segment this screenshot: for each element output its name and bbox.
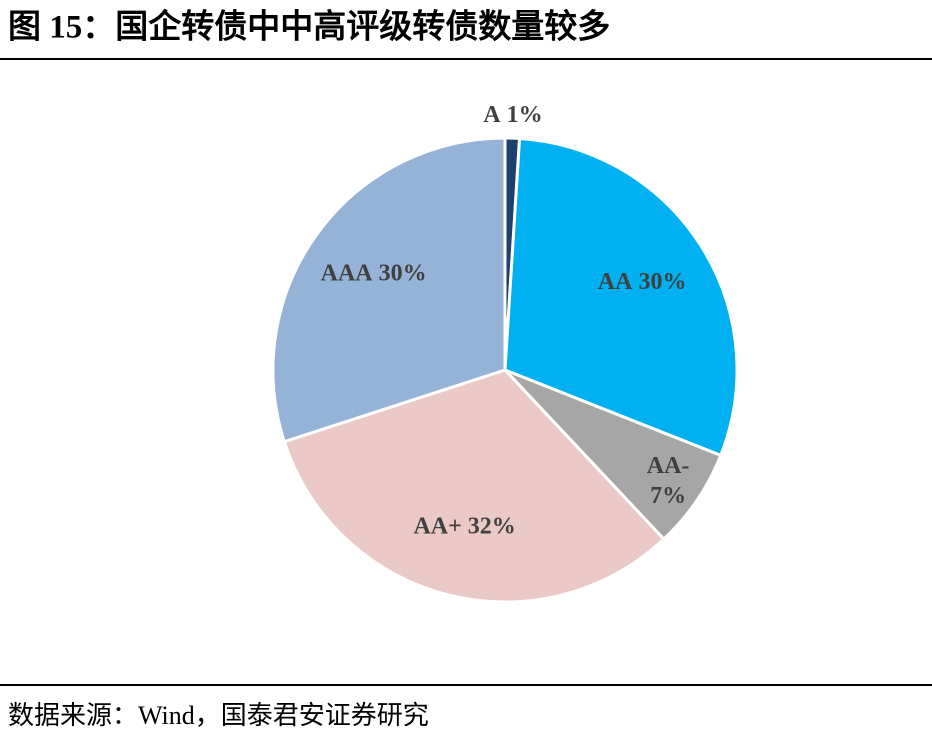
label-value: 1% — [507, 102, 543, 128]
label-value: 30% — [638, 268, 686, 294]
data-label: AA+ 32% — [413, 513, 515, 539]
pie-slice — [503, 368, 723, 542]
source-note: 数据来源：Wind，国泰君安证券研究 — [8, 701, 429, 730]
label-category: AA+ — [413, 513, 461, 539]
pie-slice — [282, 368, 666, 604]
label-value: 32% — [468, 513, 516, 539]
data-label: AA- 7% — [647, 452, 690, 508]
chart-title: 图 15：国企转债中中高评级转债数量较多 — [8, 8, 610, 46]
pie-slice — [503, 136, 739, 458]
label-value: 7% — [650, 482, 686, 508]
pie: A 1%AA 30%AA-7%AA+ 32%AAA 30% — [271, 102, 739, 604]
label-category: A — [483, 102, 501, 128]
label-category: AAA — [321, 260, 374, 286]
label-category: AA — [598, 268, 633, 294]
data-label: AA 30% — [598, 268, 687, 294]
pie-slice — [271, 136, 507, 444]
data-label: A 1% — [483, 102, 542, 128]
label-category: AA- — [647, 452, 690, 478]
label-value: 30% — [379, 260, 427, 286]
data-label: AAA 30% — [321, 260, 427, 286]
